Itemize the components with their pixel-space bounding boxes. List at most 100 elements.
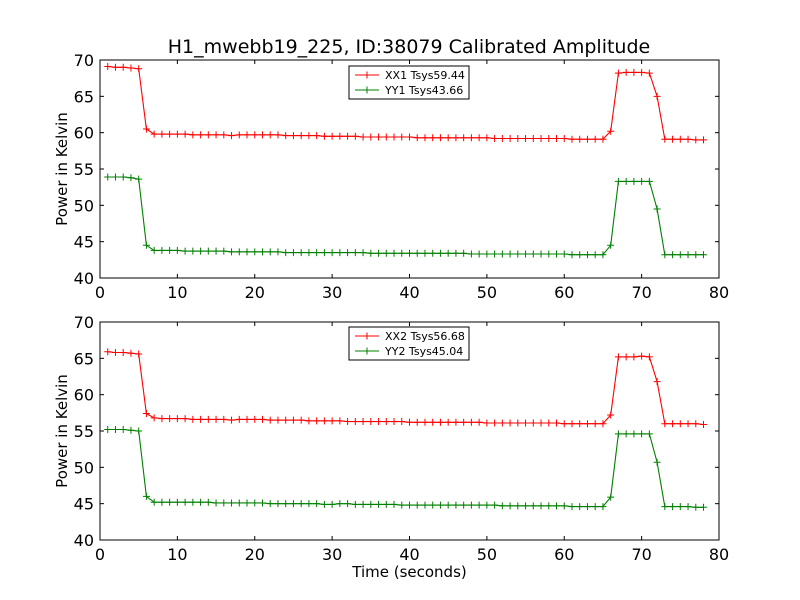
data-point bbox=[661, 503, 669, 511]
data-point bbox=[638, 352, 646, 360]
series-xx bbox=[104, 63, 708, 144]
data-point bbox=[111, 426, 119, 434]
data-point bbox=[127, 426, 135, 434]
data-point bbox=[173, 415, 181, 423]
data-point bbox=[251, 248, 259, 256]
data-point bbox=[692, 251, 700, 259]
data-point bbox=[483, 250, 491, 258]
data-point bbox=[390, 418, 398, 426]
data-point bbox=[444, 418, 452, 426]
data-point bbox=[444, 501, 452, 509]
data-point bbox=[700, 420, 708, 428]
data-point bbox=[653, 458, 661, 466]
data-point bbox=[576, 420, 584, 428]
series-yy bbox=[104, 426, 708, 511]
data-point bbox=[375, 249, 383, 257]
data-point bbox=[359, 249, 367, 257]
data-point bbox=[328, 417, 336, 425]
data-point bbox=[382, 249, 390, 257]
x-tick-label: 20 bbox=[245, 283, 265, 302]
data-point bbox=[645, 430, 653, 438]
data-point bbox=[289, 132, 297, 140]
data-point bbox=[197, 415, 205, 423]
data-point bbox=[351, 418, 359, 426]
data-point bbox=[351, 249, 359, 257]
x-tick-label: 60 bbox=[554, 283, 574, 302]
data-point bbox=[645, 353, 653, 361]
data-point bbox=[421, 134, 429, 142]
data-point bbox=[436, 249, 444, 257]
data-point bbox=[568, 251, 576, 259]
data-point bbox=[406, 249, 413, 257]
data-point bbox=[158, 130, 166, 138]
x-tick-label: 80 bbox=[709, 283, 729, 302]
figure-title: H1_mwebb19_225, ID:38079 Calibrated Ampl… bbox=[168, 36, 650, 58]
data-point bbox=[460, 249, 468, 257]
data-point bbox=[506, 419, 514, 427]
data-point bbox=[258, 415, 266, 423]
data-point bbox=[684, 251, 692, 259]
data-point bbox=[142, 241, 150, 249]
data-point bbox=[645, 69, 653, 77]
data-point bbox=[676, 135, 684, 143]
data-point bbox=[506, 502, 514, 510]
data-point bbox=[181, 415, 189, 423]
data-point bbox=[545, 502, 553, 510]
data-point bbox=[537, 250, 545, 258]
data-point bbox=[111, 349, 119, 357]
data-point bbox=[266, 416, 274, 424]
data-point bbox=[297, 132, 305, 140]
data-point bbox=[661, 420, 669, 428]
data-point bbox=[204, 415, 212, 423]
data-point bbox=[529, 250, 537, 258]
data-point bbox=[258, 499, 266, 507]
data-point bbox=[460, 418, 468, 426]
data-point bbox=[320, 500, 328, 508]
data-point bbox=[669, 135, 677, 143]
data-point bbox=[189, 498, 197, 506]
y-tick-label: 40 bbox=[74, 531, 94, 550]
x-tick-label: 30 bbox=[322, 545, 342, 564]
data-point bbox=[228, 132, 236, 140]
data-point bbox=[692, 503, 700, 511]
data-point bbox=[514, 250, 522, 258]
data-point bbox=[297, 416, 305, 424]
data-point bbox=[529, 134, 537, 142]
data-point bbox=[429, 249, 437, 257]
data-point bbox=[135, 427, 143, 435]
data-point bbox=[274, 416, 282, 424]
y-axis-label: Power in Kelvin bbox=[53, 112, 71, 226]
data-point bbox=[506, 250, 514, 258]
data-point bbox=[498, 250, 506, 258]
x-tick-label: 0 bbox=[95, 545, 105, 564]
data-point bbox=[452, 249, 460, 257]
x-tick-label: 50 bbox=[477, 545, 497, 564]
data-point bbox=[522, 502, 530, 510]
data-point bbox=[181, 130, 189, 138]
legend-marker bbox=[363, 71, 371, 79]
data-point bbox=[622, 353, 630, 361]
data-point bbox=[367, 249, 375, 257]
data-point bbox=[406, 501, 413, 509]
data-point bbox=[398, 133, 406, 141]
data-point bbox=[491, 134, 499, 142]
x-tick-label: 40 bbox=[399, 545, 419, 564]
legend: XX1 Tsys59.44 YY1 Tsys43.66 bbox=[348, 65, 470, 100]
data-point bbox=[119, 426, 127, 434]
x-tick-label: 10 bbox=[167, 283, 187, 302]
data-point bbox=[460, 501, 468, 509]
x-tick-label: 60 bbox=[554, 545, 574, 564]
data-point bbox=[127, 349, 135, 357]
legend-marker bbox=[363, 332, 371, 340]
data-point bbox=[436, 418, 444, 426]
data-point bbox=[220, 247, 228, 255]
data-point bbox=[452, 501, 460, 509]
legend-label: YY1 Tsys43.66 bbox=[384, 84, 463, 97]
data-point bbox=[491, 501, 499, 509]
data-point bbox=[142, 125, 150, 133]
data-point bbox=[398, 501, 406, 509]
data-point bbox=[173, 246, 181, 254]
data-point bbox=[251, 499, 259, 507]
data-point bbox=[653, 205, 661, 213]
